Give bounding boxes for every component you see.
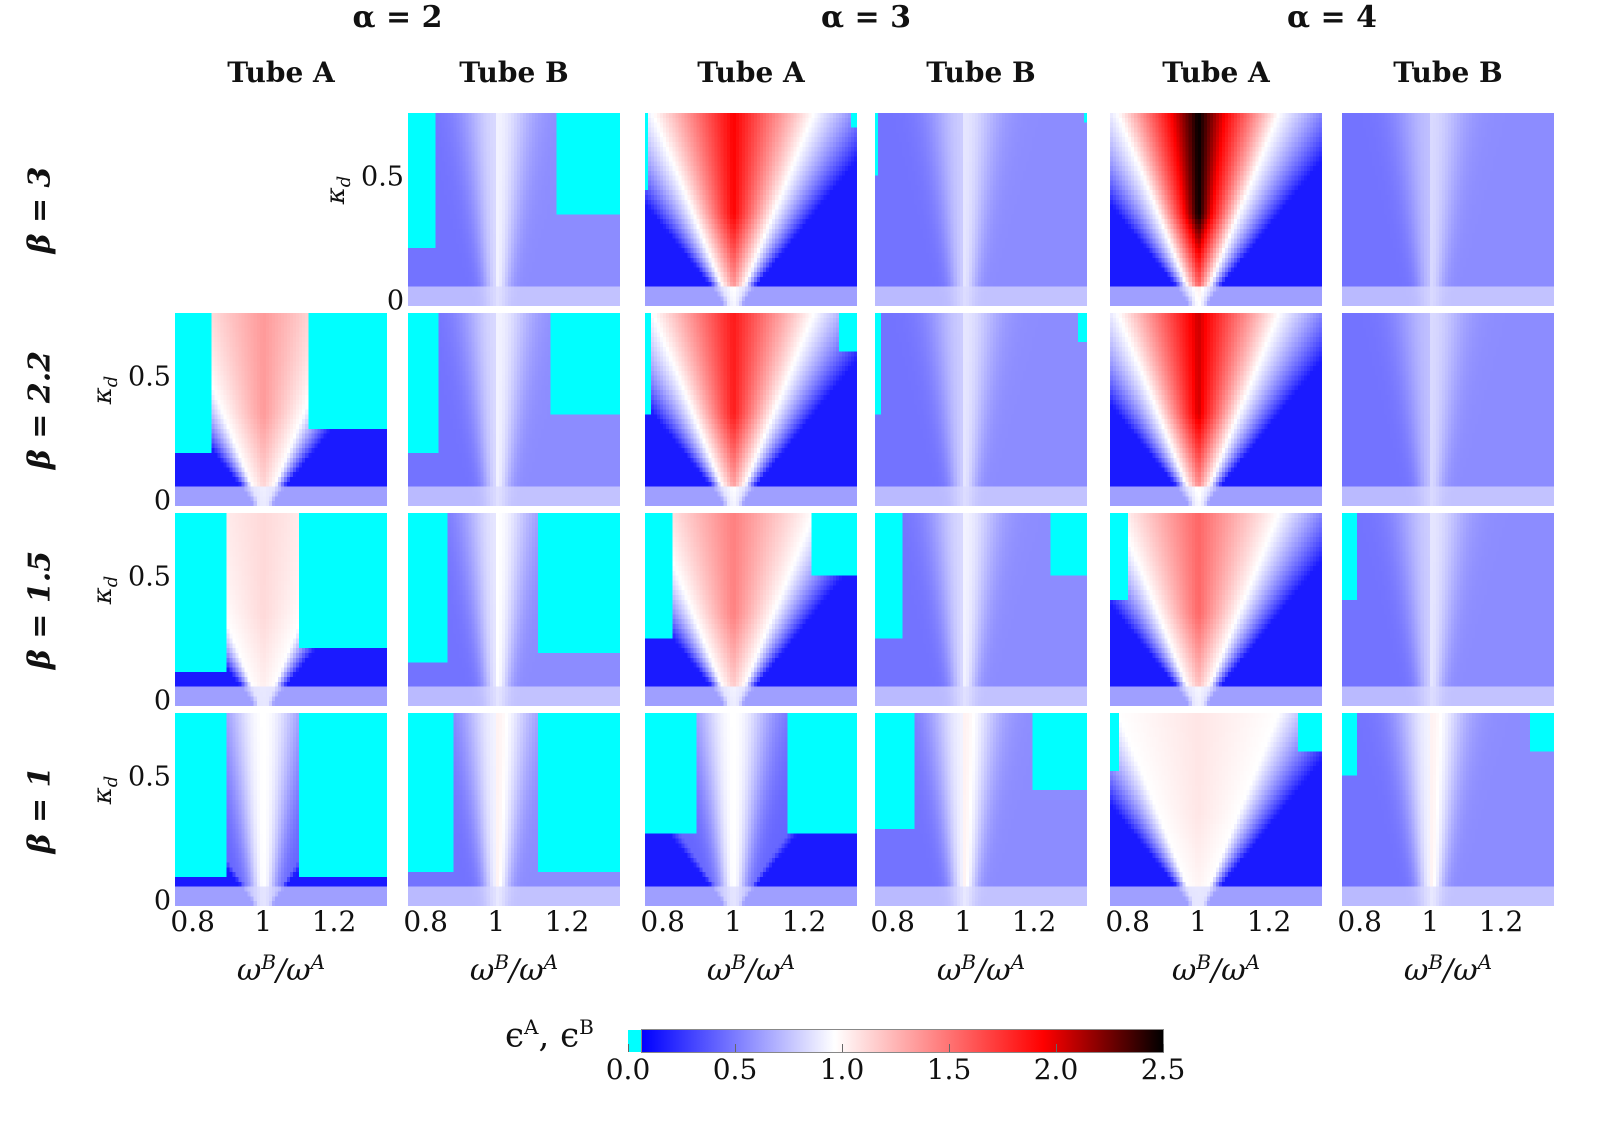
- heatmap-panel: [1342, 513, 1554, 706]
- x-axis-label: ωB/ωA: [1403, 950, 1493, 988]
- colorbar-tick-label: 2.0: [1033, 1053, 1079, 1086]
- x-axis-label: ωB/ωA: [706, 950, 796, 988]
- y-tick-label: 0.5: [128, 561, 171, 593]
- heatmap-panel: [1342, 713, 1554, 906]
- y-axis-label: κd: [321, 175, 355, 204]
- colorbar-tick-mark: [842, 1044, 843, 1052]
- colorbar-tick-label: 0.5: [712, 1053, 758, 1086]
- colorbar-tick-label: 0.0: [605, 1053, 651, 1086]
- y-axis-label: κd: [88, 775, 122, 804]
- heatmap-panel: [175, 713, 387, 906]
- y-tick-label: 0: [386, 285, 404, 317]
- heatmap-panel: [1342, 313, 1554, 506]
- x-tick-label: 1.2: [1011, 905, 1057, 938]
- colorbar-tick-mark: [1056, 1044, 1057, 1052]
- colorbar-below-swatch: [628, 1030, 642, 1052]
- row-header: β = 1: [22, 766, 58, 853]
- y-tick-label: 0: [153, 885, 171, 917]
- x-axis-label: ωB/ωA: [236, 950, 326, 988]
- colorbar-gradient: [641, 1029, 1164, 1053]
- heatmap-panel: [875, 313, 1087, 506]
- kappa-subscript: d: [101, 375, 123, 387]
- column-header: Tube B: [459, 56, 569, 89]
- colorbar-tick-mark: [949, 1044, 950, 1052]
- heatmap-panel: [1342, 113, 1554, 306]
- y-tick-label: 0: [153, 685, 171, 717]
- colorbar-tick-mark: [735, 1044, 736, 1052]
- kappa-subscript: d: [101, 575, 123, 587]
- heatmap-panel: [1110, 713, 1322, 906]
- heatmap-panel: [645, 513, 857, 706]
- heatmap-panel: [875, 113, 1087, 306]
- alpha-header: α = 4: [1287, 0, 1377, 35]
- x-tick-label: 1: [254, 905, 273, 938]
- colorbar-tick-mark: [628, 1044, 629, 1052]
- x-axis-label: ωB/ωA: [1171, 950, 1261, 988]
- colorbar-label: ϵA, ϵB: [505, 1015, 594, 1056]
- x-tick-label: 1: [724, 905, 743, 938]
- y-tick-label: 0.5: [361, 161, 404, 193]
- colorbar-tick-mark: [1163, 1044, 1164, 1052]
- kappa: κ: [87, 386, 118, 404]
- x-tick-label: 1.2: [311, 905, 357, 938]
- heatmap-panel: [645, 713, 857, 906]
- x-axis-label: ωB/ωA: [469, 950, 559, 988]
- heatmap-panel: [1110, 513, 1322, 706]
- row-header: β = 1.5: [22, 550, 58, 669]
- column-header: Tube A: [227, 56, 335, 89]
- x-tick-label: 0.8: [1337, 905, 1382, 938]
- kappa: κ: [320, 186, 351, 204]
- x-tick-label: 1: [1189, 905, 1208, 938]
- heatmap-panel: [645, 113, 857, 306]
- x-tick-label: 1: [1421, 905, 1440, 938]
- heatmap-panel: [875, 713, 1087, 906]
- kappa: κ: [87, 586, 118, 604]
- alpha-header: α = 2: [352, 0, 443, 35]
- heatmap-panel: [408, 313, 620, 506]
- x-tick-label: 0.8: [170, 905, 215, 938]
- x-tick-label: 1: [954, 905, 973, 938]
- column-header: Tube B: [1393, 56, 1503, 89]
- x-tick-label: 0.8: [403, 905, 448, 938]
- colorbar-tick-label: 2.5: [1140, 1053, 1186, 1086]
- row-header: β = 3: [22, 166, 58, 253]
- y-tick-label: 0: [153, 485, 171, 517]
- heatmap-panel: [875, 513, 1087, 706]
- kappa-subscript: d: [101, 775, 123, 787]
- heatmap-panel: [1110, 113, 1322, 306]
- y-axis-label: κd: [88, 375, 122, 404]
- x-tick-label: 1.2: [781, 905, 827, 938]
- column-header: Tube A: [697, 56, 805, 89]
- x-tick-label: 1.2: [1478, 905, 1524, 938]
- heatmap-panel: [175, 313, 387, 506]
- heatmap-panel: [408, 713, 620, 906]
- y-axis-label: κd: [88, 575, 122, 604]
- y-tick-label: 0.5: [128, 361, 171, 393]
- heatmap-panel: [408, 113, 620, 306]
- kappa-subscript: d: [334, 175, 356, 187]
- column-header: Tube A: [1162, 56, 1270, 89]
- kappa: κ: [87, 786, 118, 804]
- x-tick-label: 1.2: [544, 905, 590, 938]
- column-header: Tube B: [926, 56, 1036, 89]
- x-tick-label: 0.8: [870, 905, 915, 938]
- x-tick-label: 1: [487, 905, 506, 938]
- heatmap-panel: [408, 513, 620, 706]
- x-axis-label: ωB/ωA: [936, 950, 1026, 988]
- row-header: β = 2.2: [22, 350, 58, 469]
- x-tick-label: 1.2: [1246, 905, 1292, 938]
- heatmap-panel: [1110, 313, 1322, 506]
- alpha-header: α = 3: [821, 0, 911, 35]
- colorbar-tick-label: 1.5: [926, 1053, 972, 1086]
- x-tick-label: 0.8: [640, 905, 685, 938]
- y-tick-label: 0.5: [128, 761, 171, 793]
- heatmap-panel: [175, 513, 387, 706]
- x-tick-label: 0.8: [1105, 905, 1150, 938]
- colorbar-tick-label: 1.0: [819, 1053, 865, 1086]
- heatmap-panel: [645, 313, 857, 506]
